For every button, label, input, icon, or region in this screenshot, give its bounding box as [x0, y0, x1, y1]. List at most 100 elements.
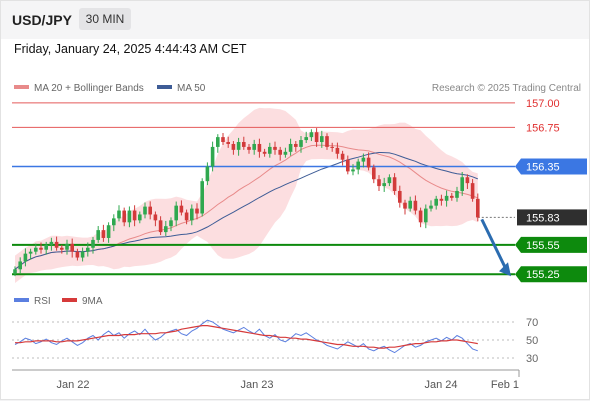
candle: [434, 195, 438, 210]
rsi-scale-label: 70: [526, 317, 538, 329]
bollinger-legend-swatch: [14, 85, 29, 89]
candle-body: [23, 253, 28, 262]
candle: [398, 185, 402, 208]
candle-body: [377, 179, 381, 187]
candle: [325, 133, 329, 150]
candle-body: [49, 241, 54, 245]
candle: [392, 173, 397, 195]
rsi-ma-legend-label: 9MA: [82, 296, 103, 307]
candle: [143, 202, 147, 219]
candle-body: [262, 151, 267, 154]
candle-body: [330, 146, 334, 148]
candle-body: [460, 177, 464, 191]
candle-body: [356, 161, 360, 170]
candle: [54, 236, 59, 251]
candle-body: [429, 205, 433, 209]
candle-body: [340, 153, 345, 160]
candle-body: [106, 225, 111, 238]
candle: [195, 203, 199, 220]
candle-body: [13, 269, 17, 274]
candle-body: [18, 261, 22, 270]
candle: [13, 266, 17, 277]
candle: [366, 152, 371, 171]
x-axis-ticks: Jan 22 Jan 23 Jan 24 Feb 1: [56, 379, 519, 391]
candle-body: [190, 208, 194, 221]
candle-body: [101, 230, 106, 238]
candle: [44, 241, 48, 255]
candle: [106, 222, 111, 243]
candle: [242, 136, 246, 150]
candle: [236, 137, 241, 156]
candle: [122, 207, 126, 227]
candle: [382, 177, 386, 192]
candle: [226, 136, 230, 148]
candle: [252, 139, 256, 155]
candle: [34, 243, 38, 255]
candle: [39, 242, 43, 254]
support-tag-bg: [515, 236, 587, 253]
candle-body: [252, 143, 256, 150]
candle-body: [174, 205, 178, 221]
symbol-label: USD/JPY: [12, 12, 72, 28]
candle: [346, 155, 350, 175]
timeframe-button[interactable]: 30 MIN: [79, 8, 131, 30]
candle: [361, 153, 366, 168]
header-bar: USD/JPY 30 MIN: [1, 1, 589, 39]
candle-body: [288, 143, 293, 152]
bollinger-band-area: [15, 107, 478, 284]
candle: [278, 146, 282, 161]
candle-body: [304, 137, 308, 141]
candle-body: [127, 210, 132, 223]
x-tick-label: Jan 24: [424, 379, 457, 391]
candle: [320, 130, 324, 148]
support-tag: 155.55: [515, 236, 587, 253]
candle-body: [112, 218, 116, 226]
ma50-line: [14, 151, 478, 270]
candle-body: [268, 146, 272, 154]
candle-body: [216, 137, 220, 147]
candle: [444, 190, 449, 207]
candle-body: [465, 177, 470, 184]
candle: [60, 244, 64, 254]
candle: [174, 201, 178, 227]
rsi-legend-label: RSI: [34, 296, 51, 307]
candle-body: [387, 177, 392, 184]
candle: [179, 200, 184, 216]
candle-body: [75, 251, 80, 258]
current-price-value: 155.83: [526, 212, 560, 224]
x-tick-label: Jan 23: [240, 379, 273, 391]
candle-body: [86, 247, 90, 252]
candle-body: [476, 198, 480, 218]
candle: [429, 200, 433, 212]
candle: [127, 206, 132, 228]
candle: [210, 141, 215, 172]
candle-body: [361, 157, 366, 162]
candle: [455, 186, 459, 202]
candle-body: [80, 251, 85, 258]
candle: [158, 216, 163, 236]
candle: [221, 133, 225, 145]
candle-body: [242, 142, 246, 147]
candle-body: [273, 146, 277, 150]
candle-body: [294, 143, 298, 147]
candle: [309, 129, 314, 142]
candle: [418, 207, 423, 228]
candle-body: [257, 143, 262, 152]
candle-body: [54, 241, 59, 248]
candle-body: [382, 183, 386, 187]
bollinger-legend-label: MA 20 + Bollinger Bands: [34, 83, 144, 94]
candle: [91, 236, 95, 254]
rsi-scale-label: 50: [526, 335, 538, 347]
level-labels: 157.00 156.75 156.35 155.83 155.55 155.25: [515, 98, 587, 283]
candle: [268, 142, 272, 158]
candle-body: [221, 137, 225, 143]
candle: [70, 238, 74, 258]
candle-body: [418, 210, 423, 223]
candle-body: [299, 140, 303, 147]
candle: [80, 247, 85, 262]
ma50-legend-label: MA 50: [177, 83, 206, 94]
candle-body: [65, 243, 69, 250]
candle-body: [184, 212, 189, 221]
